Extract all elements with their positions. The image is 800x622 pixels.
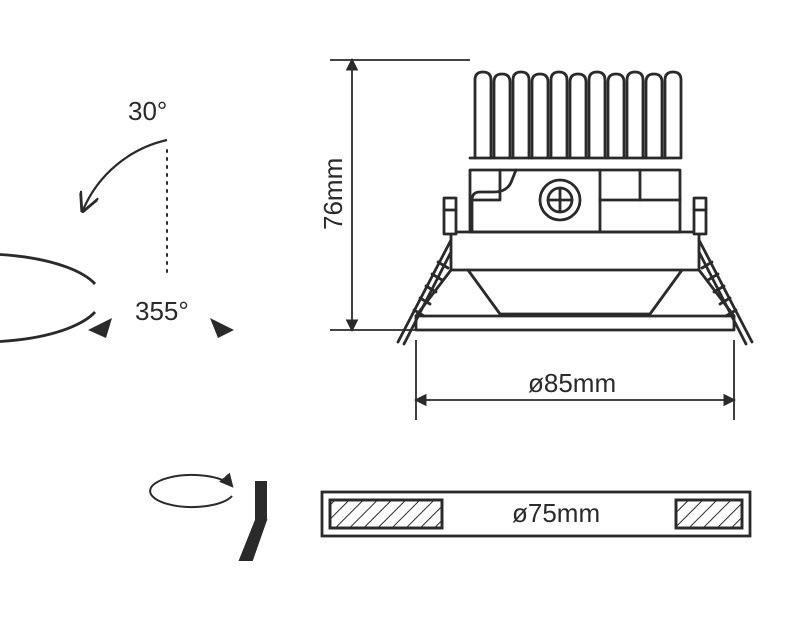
cutout-diagram: ø75mm xyxy=(150,475,750,560)
height-label: 76mm xyxy=(318,158,348,230)
spring-clip-left xyxy=(398,198,456,344)
cutout-diameter-label: ø75mm xyxy=(512,498,600,528)
tilt-angle-label: 30° xyxy=(128,96,167,126)
height-dimension xyxy=(330,60,470,330)
face-diameter-label: ø85mm xyxy=(528,368,616,398)
heatsink-icon xyxy=(470,72,681,158)
rotation-tilt-diagram: 30° 355° xyxy=(0,96,234,342)
technical-drawing: 30° 355° xyxy=(0,0,800,622)
spring-clip-right xyxy=(694,198,752,344)
rotation-angle-label: 355° xyxy=(135,296,189,326)
downlight-side-view xyxy=(398,72,752,344)
